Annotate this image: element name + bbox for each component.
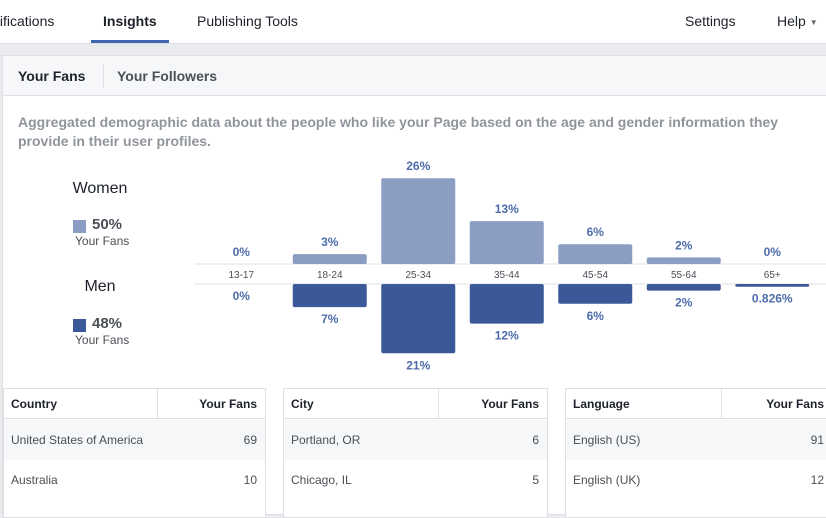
column-divider: [721, 389, 722, 419]
country-table: Country Your Fans United States of America…: [3, 388, 266, 518]
women-bar-55-64: [646, 257, 721, 264]
legend-men-title: Men: [84, 278, 116, 295]
men-label-18-24: 7%: [321, 312, 339, 326]
language-table-header: Language Your Fans: [566, 389, 826, 419]
language-name-cell: English (UK): [573, 473, 641, 487]
fan-count-cell: 6: [532, 433, 539, 447]
column-header-country[interactable]: Country: [11, 397, 57, 411]
men-bar-25-34: [381, 284, 456, 354]
age-label-65+: 65+: [764, 270, 781, 281]
demographics-card: Your Fans Your Followers Aggregated demo…: [2, 55, 826, 518]
men-label-13-17: 0%: [233, 289, 251, 303]
women-label-18-24: 3%: [321, 235, 339, 249]
country-table-header: Country Your Fans: [4, 389, 265, 419]
column-header-city[interactable]: City: [291, 397, 314, 411]
men-bar-35-44: [469, 284, 544, 324]
language-table: Language Your Fans English (US) 91 English (…: [565, 388, 826, 518]
legend-men-pct: 48%: [92, 315, 123, 332]
age-label-35-44: 35-44: [494, 270, 520, 281]
country-name-cell: Australia: [11, 473, 58, 487]
city-table-header: City Your Fans: [284, 389, 547, 419]
nav-publishing-tools[interactable]: Publishing Tools: [197, 13, 298, 29]
column-header-your-fans[interactable]: Your Fans: [766, 397, 824, 411]
tab-your-followers[interactable]: Your Followers: [117, 68, 218, 84]
nav-notifications[interactable]: tifications: [0, 13, 55, 29]
age-gender-chart: 0% 0% 13-17 3% 7% 18-24 26% 21% 25-34 13% 12% 35-44…: [195, 159, 826, 372]
women-bar-45-54: [558, 244, 633, 264]
men-bar-45-54: [558, 284, 633, 304]
fan-count-cell: 12: [810, 473, 824, 487]
fan-count-cell: 69: [243, 433, 257, 447]
men-label-55-64: 2%: [675, 296, 693, 310]
nav-help-label: Help: [777, 13, 806, 29]
column-header-language[interactable]: Language: [573, 397, 630, 411]
age-label-55-64: 55-64: [671, 270, 697, 281]
women-label-35-44: 13%: [495, 202, 519, 216]
top-nav: tifications Insights Publishing Tools Se…: [0, 0, 826, 44]
country-name-cell: United States of America: [11, 433, 144, 447]
nav-settings[interactable]: Settings: [685, 13, 736, 29]
active-tab-underline: [91, 40, 169, 43]
chevron-down-icon: ▼: [809, 18, 818, 27]
table-row: English (US) 91: [566, 420, 826, 460]
women-label-25-34: 26%: [406, 159, 430, 173]
men-label-45-54: 6%: [587, 309, 605, 323]
age-label-18-24: 18-24: [317, 270, 343, 281]
table-row: Chicago, IL 5: [284, 460, 547, 500]
city-name-cell: Chicago, IL: [291, 473, 352, 487]
tab-divider: [103, 65, 104, 87]
legend-men-swatch: [73, 319, 86, 332]
age-band: [195, 264, 826, 284]
legend-women-sub: Your Fans: [75, 234, 130, 248]
nav-help[interactable]: Help ▼: [777, 13, 818, 29]
language-name-cell: English (US): [573, 433, 641, 447]
legend-women-title: Women: [72, 180, 128, 197]
women-label-55-64: 2%: [675, 238, 693, 252]
fan-count-cell: 10: [243, 473, 257, 487]
city-table: City Your Fans Portland, OR 6 Chicago, IL 5: [283, 388, 548, 518]
men-label-25-34: 21%: [406, 358, 430, 372]
fan-count-cell: 91: [810, 433, 824, 447]
men-bar-18-24: [292, 284, 367, 308]
men-bar-55-64: [646, 284, 721, 291]
legend-women-swatch: [73, 220, 86, 233]
men-bar-65+: [735, 284, 810, 287]
women-label-13-17: 0%: [233, 245, 251, 259]
table-row: United States of America 69: [4, 420, 265, 460]
age-label-45-54: 45-54: [582, 270, 608, 281]
legend-women-pct: 50%: [92, 216, 123, 233]
age-label-13-17: 13-17: [228, 270, 254, 281]
city-name-cell: Portland, OR: [291, 433, 361, 447]
women-label-65+: 0%: [764, 245, 782, 259]
nav-insights[interactable]: Insights: [103, 13, 157, 29]
men-label-65+: 0.826%: [752, 292, 793, 306]
men-label-35-44: 12%: [495, 329, 519, 343]
women-bar-25-34: [381, 178, 456, 264]
fan-count-cell: 5: [532, 473, 539, 487]
women-bar-35-44: [469, 221, 544, 264]
legend-men-sub: Your Fans: [75, 333, 130, 347]
women-bar-18-24: [292, 254, 367, 264]
column-divider: [438, 389, 439, 419]
audience-tabs: Your Fans Your Followers: [3, 56, 826, 96]
table-row: Australia 10: [4, 460, 265, 500]
table-row: English (UK) 12: [566, 460, 826, 500]
column-divider: [157, 389, 158, 419]
column-header-your-fans[interactable]: Your Fans: [199, 397, 257, 411]
women-label-45-54: 6%: [587, 225, 605, 239]
column-header-your-fans[interactable]: Your Fans: [481, 397, 539, 411]
table-row: Portland, OR 6: [284, 420, 547, 460]
age-label-25-34: 25-34: [405, 270, 431, 281]
demographics-description: Aggregated demographic data about the pe…: [18, 114, 778, 149]
tab-your-fans[interactable]: Your Fans: [18, 68, 86, 84]
